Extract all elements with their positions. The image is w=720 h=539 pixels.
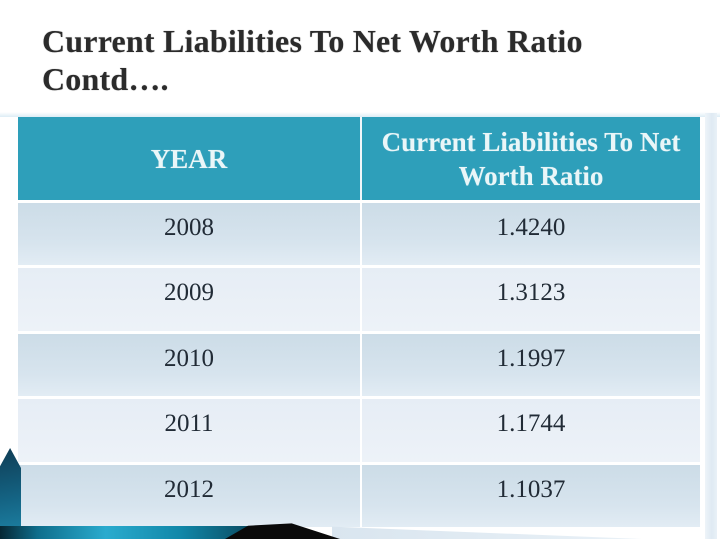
bottom-silver-decoration: [332, 526, 642, 539]
corner-wedge-decoration: [0, 448, 21, 539]
slide-title-line1: Current Liabilities To Net Worth Ratio: [42, 23, 583, 59]
table-header-ratio: Current Liabilities To Net Worth Ratio: [360, 117, 700, 200]
ratio-cell: 1.1037: [360, 464, 700, 528]
year-cell: 2010: [164, 344, 214, 372]
ratio-table: YEAR Current Liabilities To Net Worth Ra…: [18, 117, 700, 528]
bottom-teal-band-decoration: [0, 526, 252, 539]
table-header-year: YEAR: [150, 143, 228, 174]
year-cell: 2008: [164, 214, 214, 241]
table-header-row: YEAR Current Liabilities To Net Worth Ra…: [18, 117, 700, 200]
year-cell: 2009: [164, 279, 214, 307]
table-row: 2009 1.3123: [18, 265, 700, 331]
table-row: 2011 1.1744: [18, 396, 700, 462]
table-row: 2010 1.1997: [18, 330, 700, 397]
table-row: 2012 1.1037: [18, 461, 700, 528]
ratio-cell: 1.1744: [360, 399, 700, 462]
right-accent-strip: [705, 113, 717, 539]
table-top-highlight: [0, 112, 720, 117]
year-cell: 2011: [164, 410, 214, 438]
ratio-cell: 1.1997: [360, 333, 700, 397]
slide-title-line2: Contd….: [42, 61, 169, 97]
slide-title: Current Liabilities To Net Worth Ratio C…: [42, 22, 692, 98]
ratio-cell: 1.4240: [360, 203, 700, 266]
ratio-cell: 1.3123: [360, 268, 700, 331]
year-cell: 2012: [164, 475, 214, 503]
table-row: 2008 1.4240: [18, 200, 700, 266]
